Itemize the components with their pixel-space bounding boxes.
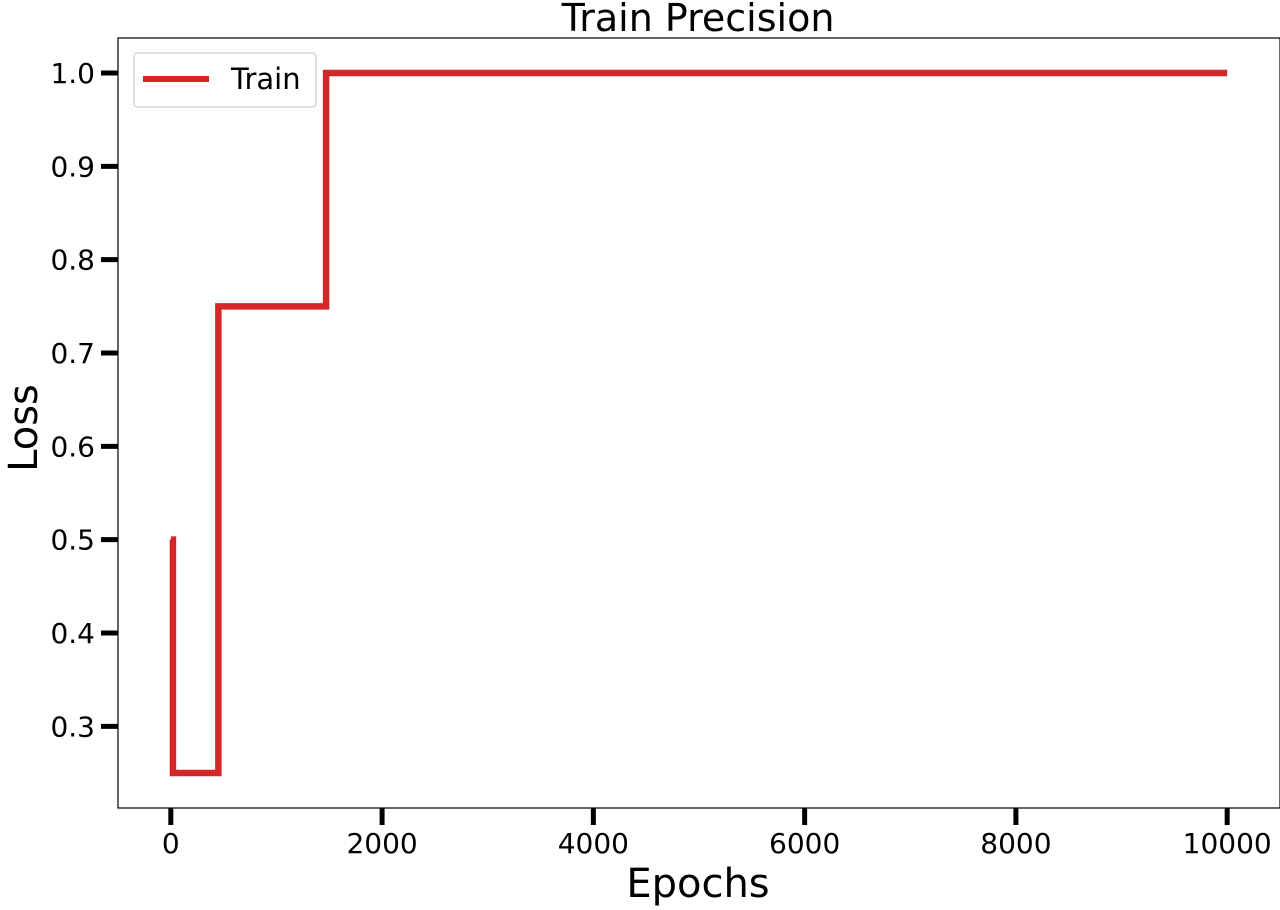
y-axis-ticks: 0.3 0.4 0.5 0.6 0.7 0.8 0.9 1.0: [50, 57, 118, 743]
x-tick-label: 6000: [769, 827, 840, 860]
series-line-train: [169, 69, 1228, 777]
y-tick-label: 0.4: [50, 617, 95, 650]
y-tick-label: 1.0: [50, 57, 95, 90]
x-tick-label: 2000: [346, 827, 417, 860]
legend: Train: [133, 52, 317, 108]
legend-label-train: Train: [230, 62, 301, 96]
y-tick-label: 0.3: [50, 710, 95, 743]
series-layer: [169, 69, 1228, 777]
y-tick-label: 0.5: [50, 524, 95, 557]
y-axis-title: Loss: [1, 384, 47, 472]
x-axis-ticks: 0 2000 4000 6000 8000 10000: [162, 808, 1272, 860]
y-tick-label: 0.9: [50, 150, 95, 183]
plot-frame: [117, 37, 1280, 809]
x-tick-label: 4000: [558, 827, 629, 860]
y-tick-label: 0.8: [50, 244, 95, 277]
y-tick-label: 0.7: [50, 337, 95, 370]
x-tick-label: 0: [162, 827, 180, 860]
legend-box: [133, 52, 317, 108]
x-axis-title: Epochs: [626, 861, 769, 906]
chart-title: Train Precision: [561, 0, 835, 40]
x-tick-label: 10000: [1183, 827, 1272, 860]
y-tick-label: 0.6: [50, 430, 95, 463]
x-tick-label: 8000: [980, 827, 1051, 860]
